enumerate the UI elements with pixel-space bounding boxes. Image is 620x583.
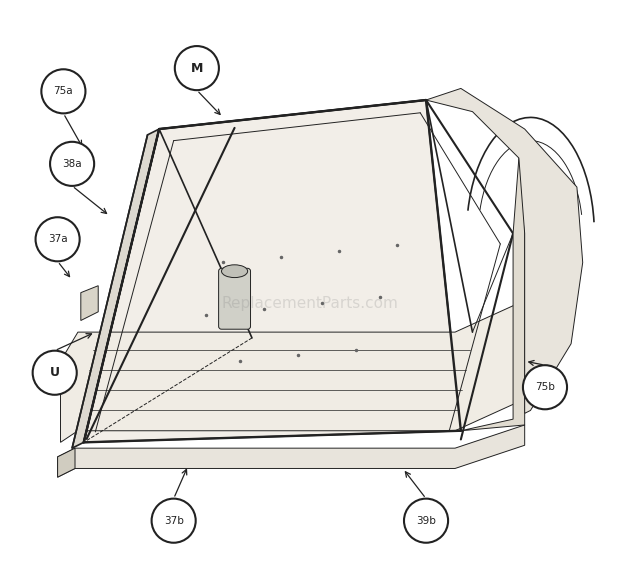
Text: 38a: 38a	[62, 159, 82, 169]
Circle shape	[42, 69, 86, 113]
Polygon shape	[426, 89, 583, 413]
Ellipse shape	[221, 265, 247, 278]
Text: 37b: 37b	[164, 516, 184, 526]
Text: 75b: 75b	[535, 382, 555, 392]
Circle shape	[175, 46, 219, 90]
Circle shape	[35, 217, 79, 261]
Text: U: U	[50, 366, 60, 379]
Circle shape	[152, 498, 196, 543]
Text: 75a: 75a	[53, 86, 73, 96]
Polygon shape	[58, 425, 525, 477]
Polygon shape	[84, 100, 461, 442]
FancyBboxPatch shape	[219, 268, 250, 329]
Circle shape	[33, 351, 77, 395]
Text: ReplacementParts.com: ReplacementParts.com	[221, 296, 399, 311]
Circle shape	[50, 142, 94, 186]
Polygon shape	[461, 158, 525, 431]
Polygon shape	[58, 448, 75, 477]
Polygon shape	[61, 303, 519, 442]
Polygon shape	[81, 286, 98, 321]
Circle shape	[404, 498, 448, 543]
Polygon shape	[72, 129, 159, 448]
Text: 39b: 39b	[416, 516, 436, 526]
Text: 37a: 37a	[48, 234, 68, 244]
Text: M: M	[191, 62, 203, 75]
Circle shape	[523, 365, 567, 409]
